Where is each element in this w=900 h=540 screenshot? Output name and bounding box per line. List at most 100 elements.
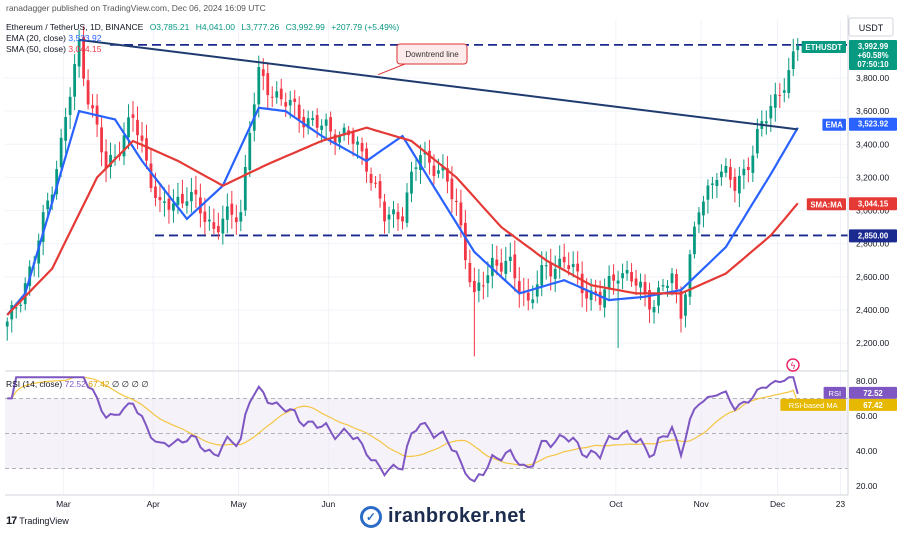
candle[interactable]	[567, 265, 571, 270]
candle[interactable]	[625, 269, 629, 274]
candle[interactable]	[14, 307, 18, 309]
candle[interactable]	[715, 179, 719, 187]
rsi-line[interactable]	[7, 376, 799, 483]
candle[interactable]	[553, 268, 557, 279]
candle[interactable]	[293, 98, 297, 102]
candle[interactable]	[100, 127, 103, 153]
candle[interactable]	[230, 203, 234, 215]
candle[interactable]	[728, 167, 732, 180]
candle[interactable]	[284, 102, 288, 107]
candle[interactable]	[733, 176, 737, 191]
candle[interactable]	[634, 278, 638, 286]
candle[interactable]	[724, 165, 728, 173]
candle[interactable]	[652, 306, 656, 313]
candle[interactable]	[697, 212, 701, 225]
candle[interactable]	[508, 256, 512, 262]
candle[interactable]	[517, 281, 521, 294]
candle[interactable]	[266, 73, 270, 96]
candle[interactable]	[526, 292, 530, 301]
candle[interactable]	[68, 96, 72, 115]
candle[interactable]	[311, 118, 315, 121]
candle[interactable]	[751, 155, 755, 173]
tradingview-logo[interactable]: 17 TradingView	[6, 515, 69, 527]
rsi-ma-line[interactable]	[7, 376, 799, 467]
candle[interactable]	[243, 167, 247, 211]
candle[interactable]	[136, 119, 139, 136]
price-badge[interactable]: 2,850.00	[849, 229, 897, 243]
candle[interactable]	[472, 280, 476, 293]
price-badge[interactable]: 3,992.99+60.58%07:50:10 ETHUSDT	[801, 40, 897, 71]
candle[interactable]	[194, 189, 198, 195]
candle[interactable]	[504, 260, 508, 274]
candle[interactable]	[207, 219, 211, 222]
price-badge[interactable]: 3,523.92 EMA	[822, 117, 897, 131]
sma-line[interactable]	[6, 126, 799, 316]
candle[interactable]	[679, 290, 683, 319]
candle[interactable]	[261, 69, 265, 77]
candle[interactable]	[46, 200, 50, 210]
candle[interactable]	[104, 151, 108, 169]
candle[interactable]	[463, 222, 467, 261]
candle[interactable]	[302, 117, 306, 128]
candle[interactable]	[392, 209, 395, 215]
candle[interactable]	[607, 275, 611, 289]
candle[interactable]	[64, 117, 68, 141]
candle[interactable]	[378, 181, 382, 199]
rsi-badge[interactable]: 72.52 RSI	[823, 386, 897, 399]
candle[interactable]	[257, 66, 261, 105]
candle[interactable]	[490, 257, 494, 276]
candle[interactable]	[91, 105, 94, 109]
candle[interactable]	[410, 171, 413, 194]
candle[interactable]	[423, 152, 427, 155]
candle[interactable]	[234, 217, 238, 223]
candle[interactable]	[338, 136, 342, 143]
candle[interactable]	[657, 287, 660, 306]
candle[interactable]	[437, 170, 440, 174]
candle[interactable]	[468, 262, 472, 283]
candle[interactable]	[113, 156, 117, 158]
candle[interactable]	[41, 212, 45, 242]
candle[interactable]	[684, 294, 687, 316]
candle[interactable]	[10, 305, 14, 320]
candle[interactable]	[333, 134, 337, 145]
candle[interactable]	[59, 137, 63, 168]
candle[interactable]	[571, 263, 575, 268]
candle[interactable]	[742, 168, 746, 176]
candle[interactable]	[212, 222, 216, 229]
candle[interactable]	[279, 88, 283, 100]
candle[interactable]	[589, 290, 593, 301]
candle[interactable]	[455, 201, 458, 203]
candle[interactable]	[127, 117, 130, 138]
candle[interactable]	[720, 171, 723, 178]
candle[interactable]	[225, 206, 229, 220]
candle[interactable]	[275, 91, 279, 98]
candle[interactable]	[544, 265, 548, 267]
candle[interactable]	[446, 168, 449, 182]
candle[interactable]	[755, 128, 759, 154]
candle[interactable]	[374, 182, 377, 184]
candle[interactable]	[616, 280, 620, 284]
candle[interactable]	[172, 203, 175, 211]
candle[interactable]	[248, 132, 252, 170]
candle[interactable]	[351, 132, 355, 144]
candle[interactable]	[109, 154, 112, 168]
candle[interactable]	[576, 263, 580, 272]
candle[interactable]	[176, 196, 180, 205]
candle[interactable]	[580, 273, 584, 294]
candle[interactable]	[769, 105, 773, 119]
candle[interactable]	[791, 51, 795, 69]
candle[interactable]	[154, 186, 157, 198]
ema-legend[interactable]: EMA (20, close) 3,523.92	[6, 33, 102, 43]
candle[interactable]	[558, 258, 562, 269]
candle[interactable]	[540, 265, 544, 286]
candle[interactable]	[149, 163, 153, 188]
candle[interactable]	[221, 218, 225, 234]
candle[interactable]	[675, 274, 678, 290]
candle[interactable]	[396, 211, 400, 220]
candle[interactable]	[167, 198, 171, 210]
candle[interactable]	[688, 254, 692, 297]
alert-icon[interactable]: ϟ	[786, 358, 800, 372]
candle[interactable]	[414, 167, 418, 169]
candle[interactable]	[158, 196, 162, 201]
candle[interactable]	[239, 212, 243, 222]
